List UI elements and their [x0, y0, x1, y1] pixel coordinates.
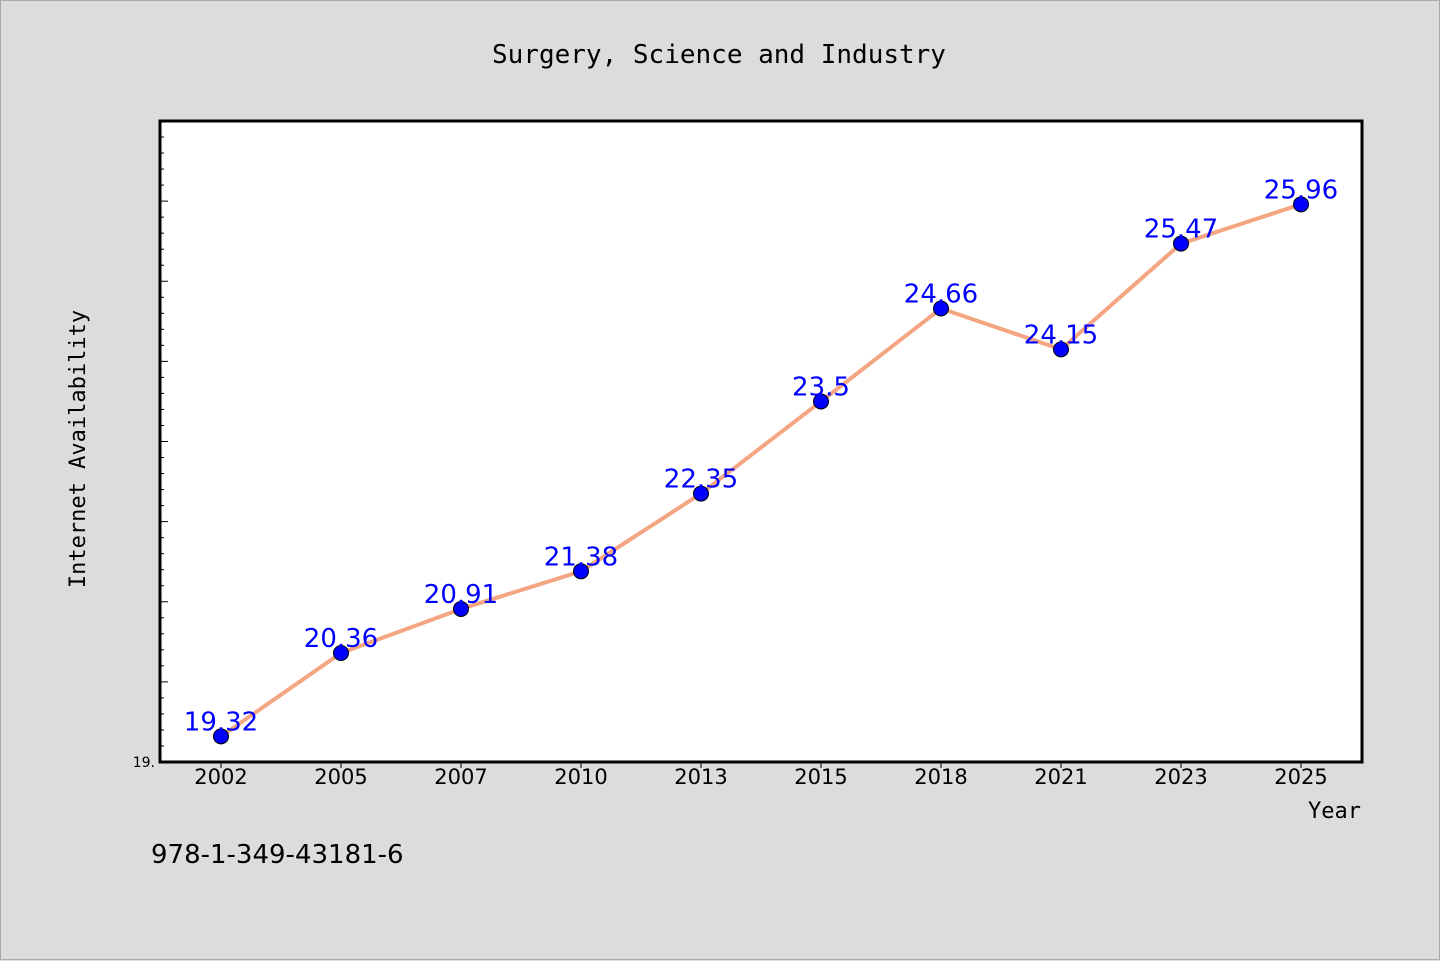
data-label: 25.47	[1144, 215, 1218, 245]
isbn-footer: 978-1-349-43181-6	[151, 840, 404, 870]
x-tick-label: 2021	[1034, 765, 1087, 789]
data-label: 22.35	[664, 465, 738, 495]
data-label: 21.38	[544, 542, 618, 572]
data-label: 24.15	[1024, 320, 1098, 350]
x-axis-ticks: 2002 2005 2007 2010 2013 2015 2018 2021 2023 2025	[194, 762, 1328, 789]
data-point	[1293, 196, 1309, 213]
x-tick-label: 2023	[1154, 765, 1207, 789]
x-tick-label: 2005	[314, 765, 367, 789]
x-tick-label: 2015	[794, 765, 847, 789]
data-point	[213, 728, 229, 745]
x-tick-label: 2025	[1274, 765, 1327, 789]
data-label: 24.66	[904, 279, 978, 309]
data-label: 23.5	[792, 372, 850, 402]
data-label: 20.91	[424, 580, 498, 610]
data-point	[813, 393, 829, 410]
x-tick-label: 2018	[914, 765, 967, 789]
data-point	[333, 645, 349, 662]
series-line	[219, 202, 1302, 739]
data-point	[933, 300, 949, 317]
y-tick-label: 19.	[133, 755, 155, 771]
y-axis-ticks: 19.	[133, 136, 168, 771]
x-axis-label: Year	[1308, 799, 1361, 824]
y-axis-label: Internet Availability	[66, 310, 91, 588]
data-point	[1173, 235, 1189, 252]
data-point	[573, 563, 589, 580]
data-point	[693, 485, 709, 502]
chart-title: Surgery, Science and Industry	[492, 40, 946, 70]
x-tick-label: 2013	[674, 765, 727, 789]
data-label: 20.36	[304, 624, 378, 654]
x-tick-label: 2007	[434, 765, 487, 789]
data-label: 25.96	[1264, 175, 1338, 205]
plot-area	[158, 119, 1364, 764]
x-tick-label: 2010	[554, 765, 607, 789]
x-tick-label: 2002	[194, 765, 247, 789]
data-label: 19.32	[184, 707, 258, 737]
data-point	[453, 600, 469, 617]
data-point	[1053, 341, 1069, 358]
series-group: 19.32 20.36 20.91 21.38 22.35 23.5 24.66 24.15 2…	[184, 175, 1338, 745]
